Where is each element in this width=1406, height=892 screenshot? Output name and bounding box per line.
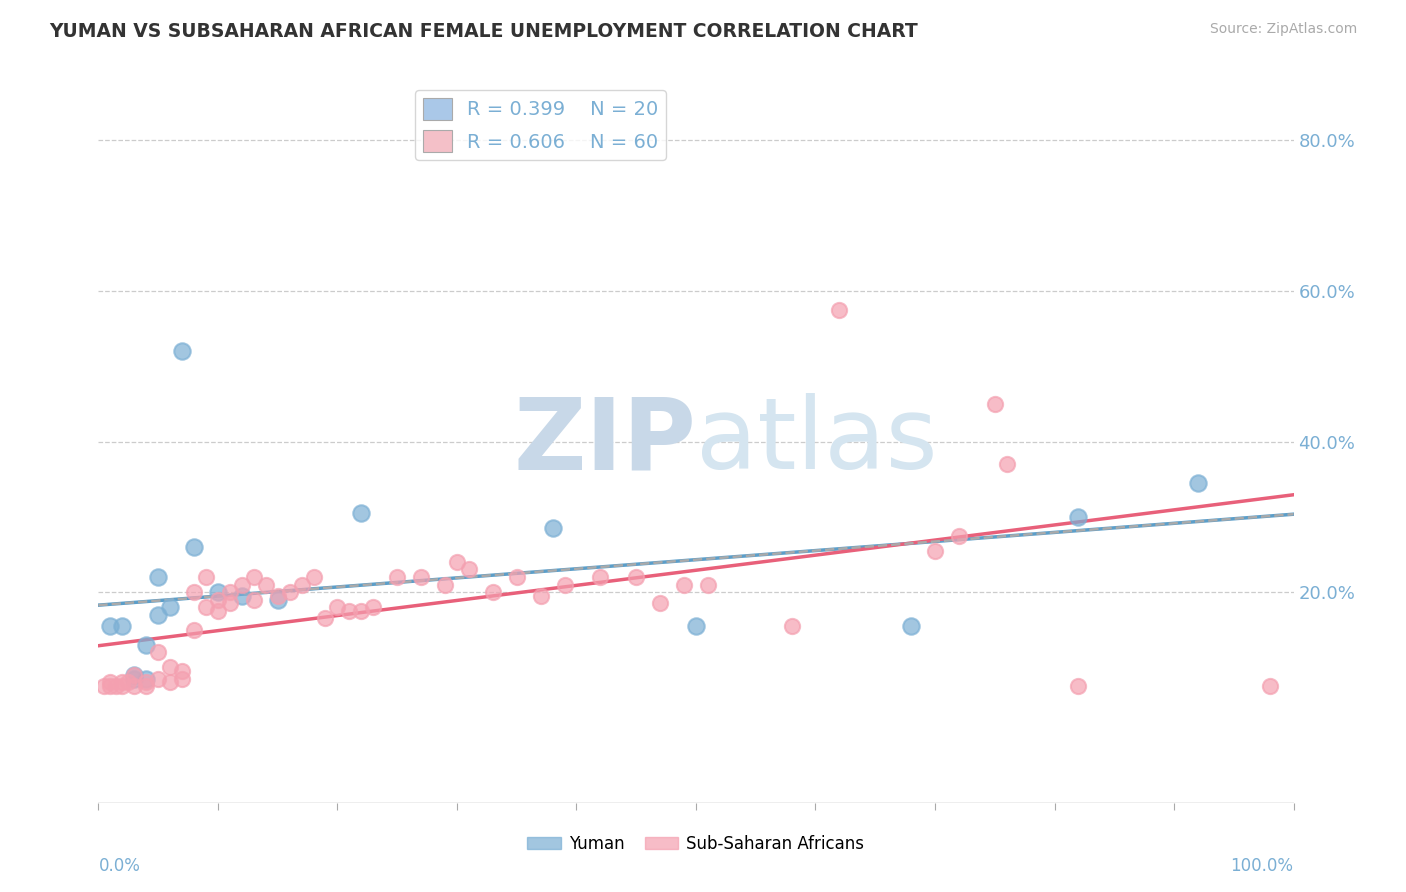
Point xyxy=(124,672,146,686)
Point xyxy=(207,585,229,599)
Text: YUMAN VS SUBSAHARAN AFRICAN FEMALE UNEMPLOYMENT CORRELATION CHART: YUMAN VS SUBSAHARAN AFRICAN FEMALE UNEMP… xyxy=(49,22,918,41)
Point xyxy=(697,577,720,591)
Text: Source: ZipAtlas.com: Source: ZipAtlas.com xyxy=(1209,22,1357,37)
Point xyxy=(350,604,373,618)
Point xyxy=(207,604,229,618)
Point xyxy=(267,592,290,607)
Point xyxy=(183,623,205,637)
Point xyxy=(148,672,170,686)
Point xyxy=(135,638,157,652)
Point xyxy=(231,577,253,591)
Point xyxy=(1067,679,1090,693)
Point xyxy=(124,679,146,693)
Point xyxy=(673,577,696,591)
Point xyxy=(124,668,146,682)
Point xyxy=(159,675,181,690)
Legend: Yuman, Sub-Saharan Africans: Yuman, Sub-Saharan Africans xyxy=(520,828,872,860)
Point xyxy=(1258,679,1281,693)
Point xyxy=(411,570,433,584)
Point xyxy=(117,675,139,690)
Point xyxy=(98,675,122,690)
Point xyxy=(148,570,170,584)
Point xyxy=(339,604,361,618)
Point xyxy=(900,619,922,633)
Point xyxy=(458,562,481,576)
Point xyxy=(434,577,457,591)
Point xyxy=(315,611,337,625)
Point xyxy=(135,679,157,693)
Point xyxy=(183,585,205,599)
Y-axis label: Female Unemployment: Female Unemployment xyxy=(0,337,8,546)
Point xyxy=(207,592,229,607)
Text: 0.0%: 0.0% xyxy=(98,857,141,875)
Point xyxy=(93,679,115,693)
Point xyxy=(291,577,314,591)
Point xyxy=(984,397,1007,411)
Point xyxy=(172,664,194,678)
Point xyxy=(828,302,851,317)
Point xyxy=(98,679,122,693)
Point xyxy=(626,570,648,584)
Point xyxy=(195,600,218,615)
Point xyxy=(98,619,122,633)
Point xyxy=(648,596,672,610)
Point xyxy=(685,619,707,633)
Point xyxy=(530,589,553,603)
Point xyxy=(148,607,170,622)
Point xyxy=(481,585,505,599)
Point xyxy=(350,506,373,520)
Point xyxy=(111,679,134,693)
Point xyxy=(219,596,242,610)
Point xyxy=(589,570,612,584)
Point xyxy=(254,577,277,591)
Point xyxy=(267,589,290,603)
Point xyxy=(1187,475,1209,490)
Point xyxy=(326,600,349,615)
Point xyxy=(183,540,205,554)
Point xyxy=(995,457,1018,471)
Point xyxy=(111,619,134,633)
Point xyxy=(278,585,301,599)
Point xyxy=(148,645,170,659)
Point xyxy=(780,619,803,633)
Point xyxy=(195,570,218,584)
Point xyxy=(363,600,385,615)
Point xyxy=(446,555,468,569)
Point xyxy=(135,672,157,686)
Point xyxy=(135,675,157,690)
Point xyxy=(172,344,194,359)
Point xyxy=(159,660,181,674)
Point xyxy=(105,679,128,693)
Point xyxy=(948,528,970,542)
Text: ZIP: ZIP xyxy=(513,393,696,490)
Point xyxy=(243,592,266,607)
Point xyxy=(231,589,253,603)
Point xyxy=(506,570,529,584)
Text: atlas: atlas xyxy=(696,393,938,490)
Point xyxy=(302,570,325,584)
Point xyxy=(1067,509,1090,524)
Text: 100.0%: 100.0% xyxy=(1230,857,1294,875)
Point xyxy=(385,570,409,584)
Point xyxy=(159,600,181,615)
Point xyxy=(541,521,564,535)
Point xyxy=(219,585,242,599)
Point xyxy=(172,672,194,686)
Point xyxy=(111,675,134,690)
Point xyxy=(924,543,946,558)
Point xyxy=(243,570,266,584)
Point xyxy=(124,668,146,682)
Point xyxy=(554,577,576,591)
